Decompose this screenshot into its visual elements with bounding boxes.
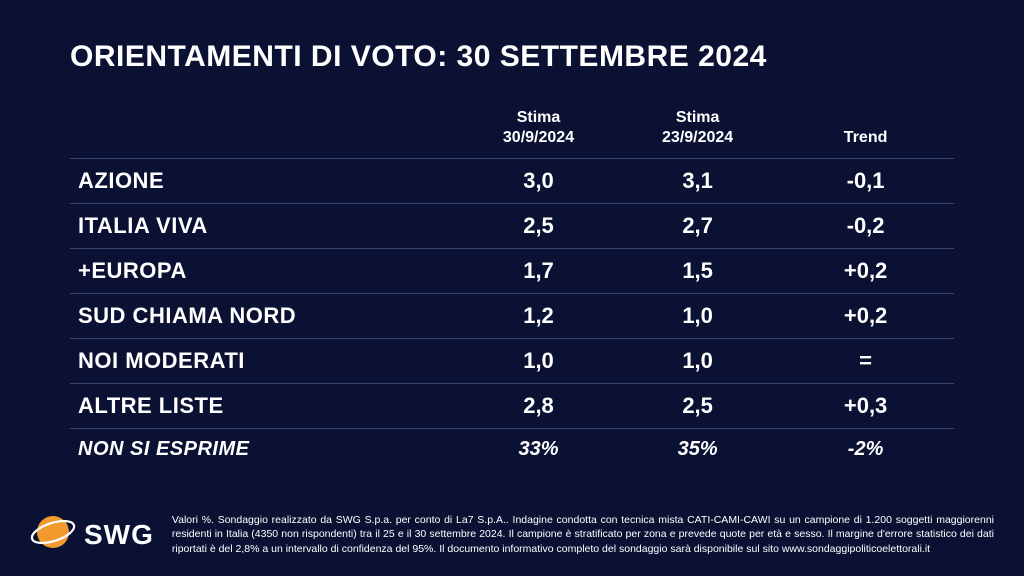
value-trend: = (777, 339, 954, 384)
col-header-stima2-line1: Stima (626, 108, 769, 128)
swg-logo: SWG (30, 509, 154, 560)
table-header-row: Stima 30/9/2024 Stima 23/9/2024 Trend (70, 102, 954, 159)
party-name: AZIONE (70, 159, 459, 204)
value-previous: 1,0 (618, 339, 777, 384)
value-previous: 1,0 (618, 294, 777, 339)
party-name: NOI MODERATI (70, 339, 459, 384)
table-row: AZIONE 3,0 3,1 -0,1 (70, 159, 954, 204)
value-trend: +0,2 (777, 294, 954, 339)
swg-logo-text: SWG (84, 519, 154, 551)
methodology-footnote: Valori %. Sondaggio realizzato da SWG S.… (172, 513, 994, 556)
table-row: +EUROPA 1,7 1,5 +0,2 (70, 249, 954, 294)
globe-icon (30, 509, 76, 560)
value-current: 1,2 (459, 294, 618, 339)
value-trend: -0,2 (777, 204, 954, 249)
table-footer-row: NON SI ESPRIME 33% 35% -2% (70, 429, 954, 471)
value-previous: 3,1 (618, 159, 777, 204)
party-name: ALTRE LISTE (70, 384, 459, 429)
non-esprime-label: NON SI ESPRIME (70, 429, 459, 471)
col-header-stima2: Stima 23/9/2024 (618, 102, 777, 159)
value-current: 3,0 (459, 159, 618, 204)
col-header-trend-line1: Trend (785, 128, 946, 148)
slide-container: ORIENTAMENTI DI VOTO: 30 SETTEMBRE 2024 … (0, 0, 1024, 490)
col-header-party (70, 102, 459, 159)
value-current: 2,8 (459, 384, 618, 429)
value-current: 1,0 (459, 339, 618, 384)
col-header-stima1: Stima 30/9/2024 (459, 102, 618, 159)
table-row: ALTRE LISTE 2,8 2,5 +0,3 (70, 384, 954, 429)
col-header-trend: Trend (777, 102, 954, 159)
value-current: 1,7 (459, 249, 618, 294)
poll-table: Stima 30/9/2024 Stima 23/9/2024 Trend AZ… (70, 102, 954, 470)
party-name: +EUROPA (70, 249, 459, 294)
value-trend: +0,3 (777, 384, 954, 429)
non-esprime-previous: 35% (618, 429, 777, 471)
value-previous: 2,5 (618, 384, 777, 429)
col-header-stima1-line1: Stima (467, 108, 610, 128)
table-row: NOI MODERATI 1,0 1,0 = (70, 339, 954, 384)
table-row: SUD CHIAMA NORD 1,2 1,0 +0,2 (70, 294, 954, 339)
value-previous: 2,7 (618, 204, 777, 249)
value-current: 2,5 (459, 204, 618, 249)
non-esprime-current: 33% (459, 429, 618, 471)
party-name: ITALIA VIVA (70, 204, 459, 249)
page-title: ORIENTAMENTI DI VOTO: 30 SETTEMBRE 2024 (70, 40, 954, 74)
value-trend: -0,1 (777, 159, 954, 204)
footer: SWG Valori %. Sondaggio realizzato da SW… (0, 509, 1024, 560)
col-header-stima2-line2: 23/9/2024 (626, 128, 769, 148)
non-esprime-trend: -2% (777, 429, 954, 471)
col-header-stima1-line2: 30/9/2024 (467, 128, 610, 148)
value-previous: 1,5 (618, 249, 777, 294)
table-body: AZIONE 3,0 3,1 -0,1 ITALIA VIVA 2,5 2,7 … (70, 159, 954, 471)
value-trend: +0,2 (777, 249, 954, 294)
table-row: ITALIA VIVA 2,5 2,7 -0,2 (70, 204, 954, 249)
party-name: SUD CHIAMA NORD (70, 294, 459, 339)
